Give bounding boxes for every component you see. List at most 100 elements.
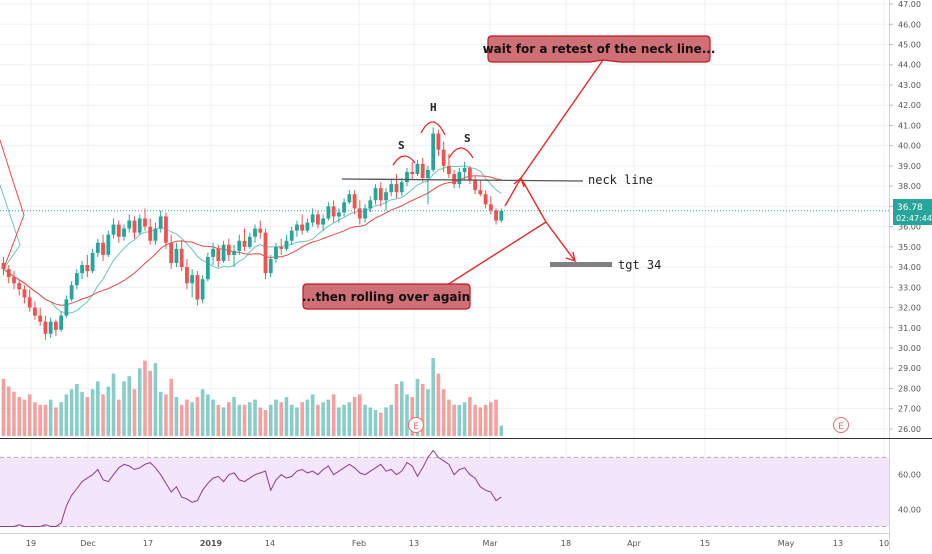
candle[interactable] <box>478 180 483 197</box>
price-axis[interactable]: 47.00 46.00 45.00 44.00 43.00 42.00 41.00 40.00… <box>889 0 921 550</box>
candle[interactable] <box>331 200 336 223</box>
candle[interactable] <box>43 315 48 340</box>
candle[interactable] <box>169 234 174 270</box>
candle[interactable] <box>310 208 315 227</box>
candle[interactable] <box>127 214 132 233</box>
candle[interactable] <box>342 198 346 217</box>
candle[interactable] <box>90 248 95 274</box>
candle[interactable] <box>268 254 273 278</box>
candle[interactable] <box>436 129 441 156</box>
candle[interactable] <box>74 269 79 290</box>
head-shoulders-markers[interactable]: S H S <box>392 101 474 166</box>
candle[interactable] <box>462 161 467 181</box>
candle[interactable] <box>195 271 200 306</box>
candle[interactable] <box>426 165 430 205</box>
candle[interactable] <box>300 214 305 235</box>
projection-arrows[interactable] <box>435 59 604 293</box>
candle[interactable] <box>483 190 488 209</box>
candle[interactable] <box>368 196 373 213</box>
earnings-badge-2[interactable]: E <box>833 417 849 433</box>
candle[interactable] <box>410 161 415 181</box>
candle[interactable] <box>101 234 105 261</box>
candle[interactable] <box>1 256 6 276</box>
candle[interactable] <box>211 242 215 266</box>
candle[interactable] <box>226 238 231 261</box>
candle[interactable] <box>164 212 168 249</box>
candle[interactable] <box>205 252 210 282</box>
candle[interactable] <box>69 281 74 302</box>
candle[interactable] <box>326 202 331 221</box>
candle[interactable] <box>467 165 472 185</box>
candle[interactable] <box>33 301 37 320</box>
candle[interactable] <box>12 271 16 290</box>
candle[interactable] <box>279 238 284 255</box>
candle[interactable] <box>347 190 352 205</box>
candle[interactable] <box>242 228 247 251</box>
target-line-drawing[interactable]: tgt 34 <box>550 258 661 272</box>
candle[interactable] <box>132 216 137 239</box>
candle[interactable] <box>378 182 383 207</box>
candle[interactable] <box>415 159 420 177</box>
candles[interactable] <box>0 127 889 340</box>
candle[interactable] <box>295 220 299 237</box>
candle[interactable] <box>153 222 158 245</box>
candle[interactable] <box>494 208 498 225</box>
candle[interactable] <box>247 232 252 249</box>
candle[interactable] <box>6 265 11 284</box>
candle[interactable] <box>263 228 268 280</box>
earnings-badge-1[interactable]: E <box>408 417 424 433</box>
candle[interactable] <box>258 220 263 239</box>
neck-line-drawing[interactable]: neck line <box>341 173 653 187</box>
candle[interactable] <box>95 238 100 257</box>
candle[interactable] <box>200 275 205 304</box>
candle[interactable] <box>85 254 90 278</box>
candle[interactable] <box>289 226 294 245</box>
candle[interactable] <box>420 157 425 183</box>
candle[interactable] <box>185 258 189 290</box>
candle[interactable] <box>452 169 457 189</box>
candle[interactable] <box>457 167 462 189</box>
candle[interactable] <box>179 240 184 272</box>
candle[interactable] <box>38 307 43 326</box>
candle[interactable] <box>394 173 399 199</box>
callout-bottom[interactable]: ...then rolling over again <box>302 283 471 310</box>
candle[interactable] <box>305 218 310 233</box>
candle[interactable] <box>59 311 64 332</box>
candle[interactable] <box>22 285 27 304</box>
candle[interactable] <box>431 127 436 172</box>
candle[interactable] <box>17 279 22 296</box>
candle[interactable] <box>148 218 153 245</box>
candle[interactable] <box>54 319 58 336</box>
candle[interactable] <box>399 178 404 197</box>
candle[interactable] <box>373 184 378 205</box>
candle[interactable] <box>232 244 236 268</box>
candle[interactable] <box>384 188 388 211</box>
candle[interactable] <box>137 214 142 235</box>
candle[interactable] <box>441 141 446 172</box>
candle[interactable] <box>336 208 341 223</box>
candle[interactable] <box>48 317 53 338</box>
candle[interactable] <box>106 230 111 257</box>
callout-top[interactable]: wait for a retest of the neck line... <box>483 35 716 63</box>
candle[interactable] <box>389 180 394 197</box>
candle[interactable] <box>357 200 362 225</box>
candle[interactable] <box>221 240 226 264</box>
candle[interactable] <box>405 167 409 187</box>
candle[interactable] <box>174 242 179 268</box>
candle[interactable] <box>190 269 195 298</box>
candle[interactable] <box>116 220 121 243</box>
candle[interactable] <box>158 210 163 233</box>
current-price-tag[interactable]: 36.78 02:47:44 <box>893 199 932 225</box>
candle[interactable] <box>363 204 367 223</box>
candle[interactable] <box>27 289 32 312</box>
candle[interactable] <box>216 244 221 268</box>
time-axis[interactable]: 19 Dec 17 2019 14 Feb 13 Mar 18 Apr 15 May 13 10 <box>0 533 889 549</box>
candle[interactable] <box>488 196 493 215</box>
candle[interactable] <box>80 260 84 280</box>
candle[interactable] <box>274 242 278 264</box>
candle[interactable] <box>111 218 116 239</box>
candle[interactable] <box>284 234 289 251</box>
candle[interactable] <box>122 224 126 241</box>
